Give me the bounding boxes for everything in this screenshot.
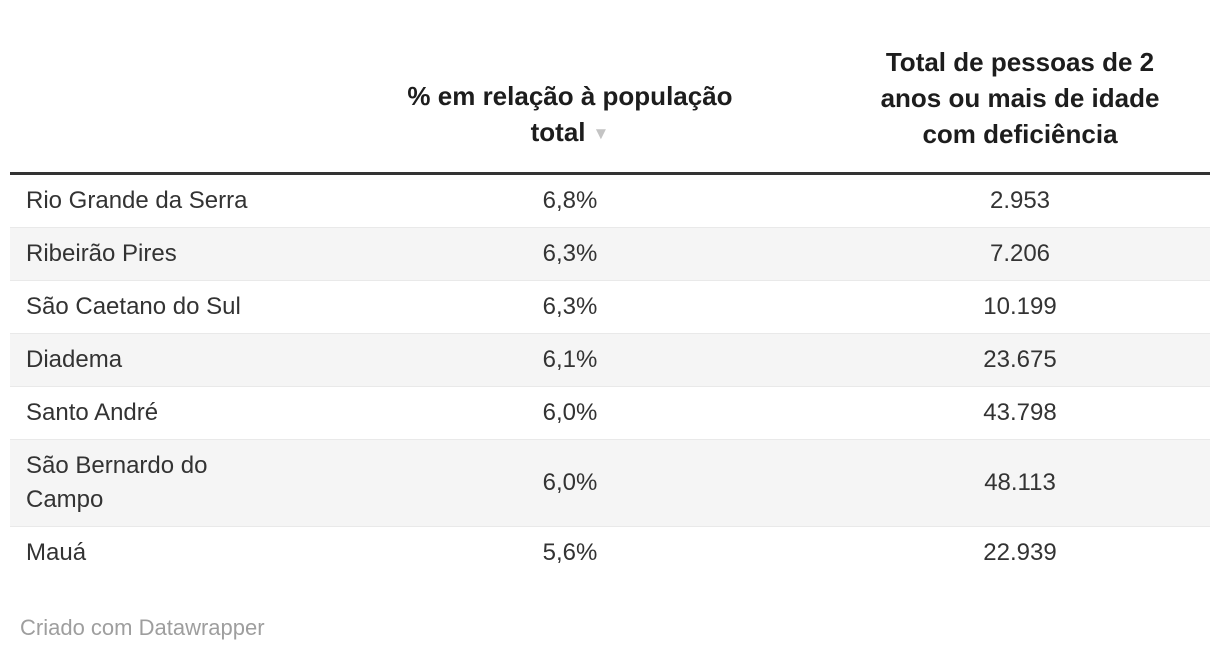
cell-percent: 5,6% [310,526,830,579]
column-header-municipality [10,0,310,175]
sort-desc-icon[interactable]: ▼ [592,124,610,143]
table-row: São Bernardo do Campo 6,0% 48.113 [10,439,1210,527]
cell-total: 23.675 [830,333,1210,387]
table-row: Ribeirão Pires 6,3% 7.206 [10,227,1210,281]
datawrapper-table-chart: % em relação à população total ▼ Total de… [10,0,1210,640]
table-row: Diadema 6,1% 23.675 [10,333,1210,387]
cell-municipality: Mauá [10,526,310,579]
cell-municipality: São Bernardo do Campo [10,439,310,527]
cell-percent: 6,8% [542,187,598,214]
column-header-total[interactable]: Total de pessoas de 2 anos ou mais de id… [830,0,1210,175]
cell-municipality: Rio Grande da Serra [26,187,248,214]
cell-percent: 6,1% [310,333,830,387]
cell-percent: 6,0% [310,386,830,440]
column-header-percent[interactable]: % em relação à população total ▼ [310,0,830,175]
cell-percent: 6,3% [310,227,830,281]
cell-percent: 6,3% [310,280,830,334]
table-row: São Caetano do Sul 6,3% 10.199 [10,280,1210,334]
data-table: % em relação à população total ▼ Total de… [10,0,1210,579]
cell-total: 22.939 [830,526,1210,579]
header-row: % em relação à população total ▼ Total de… [10,0,1210,175]
column-header-percent-label: % em relação à população total [407,81,733,147]
cell-total: 2.953 [989,187,1051,214]
cell-total: 7.206 [830,227,1210,281]
cell-total: 10.199 [830,280,1210,334]
cell-percent: 6,0% [310,439,830,527]
cell-total: 43.798 [830,386,1210,440]
table-header: % em relação à população total ▼ Total de… [10,0,1210,175]
cell-municipality: Santo André [10,386,310,440]
table-row: Santo André 6,0% 43.798 [10,386,1210,440]
datawrapper-attribution[interactable]: Criado com Datawrapper [20,615,265,640]
table-row: Rio Grande da Serra 6,8% 2.953 [10,174,1210,228]
cell-municipality: São Caetano do Sul [10,280,310,334]
cell-municipality: Diadema [10,333,310,387]
cell-municipality: Ribeirão Pires [10,227,310,281]
cell-total: 48.113 [830,439,1210,527]
table-body: Rio Grande da Serra 6,8% 2.953 Ribeirão … [10,174,1210,579]
table-row: Mauá 5,6% 22.939 [10,526,1210,579]
